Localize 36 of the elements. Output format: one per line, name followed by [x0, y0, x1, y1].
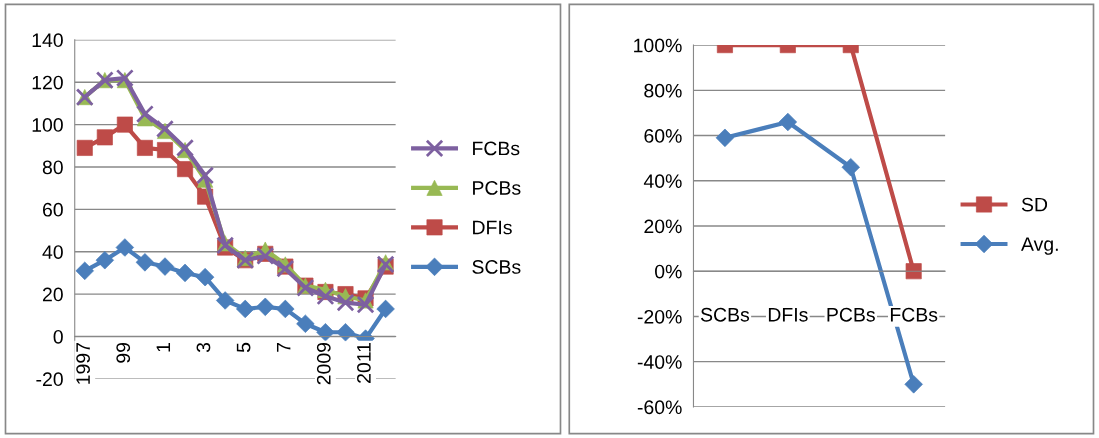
- y-tick-label: -40%: [637, 355, 682, 369]
- x-tick-label: DFIs: [768, 308, 808, 322]
- y-tick-label: 120: [32, 75, 63, 90]
- x-tick-label: PCBs: [827, 307, 875, 322]
- x-tick-label: 99: [116, 342, 131, 363]
- y-tick-label: 60%: [644, 129, 682, 143]
- x-tick-label: 2011: [357, 342, 371, 383]
- x-tick-label: SCBs: [700, 307, 750, 322]
- legend-label: SCBs: [472, 260, 521, 274]
- legend-label: PCBs: [473, 181, 521, 195]
- x-tick-label: 2009: [316, 342, 331, 385]
- y-tick-label: 100: [32, 118, 63, 132]
- y-tick-label: 20: [42, 287, 63, 302]
- x-tick-label: 1: [156, 343, 171, 352]
- y-tick-label: 80: [42, 160, 63, 175]
- legend-label: DFIs: [473, 220, 512, 235]
- y-tick-label: 40%: [643, 174, 682, 189]
- y-tick-label: 20%: [644, 219, 682, 234]
- x-tick-label: 5: [236, 342, 251, 353]
- y-tick-label: -60%: [637, 400, 682, 415]
- legend-label: Avg.: [1021, 237, 1058, 255]
- y-tick-label: 0: [53, 329, 63, 344]
- legend-label: SD: [1021, 197, 1048, 212]
- legend-label: FCBs: [473, 141, 520, 156]
- y-tick-label: 140: [32, 33, 63, 48]
- y-tick-label: 0%: [655, 264, 682, 279]
- y-tick-label: -20: [36, 372, 63, 387]
- x-tick-label: 7: [276, 343, 291, 352]
- x-tick-label: FCBs: [890, 307, 938, 322]
- y-tick-label: -20%: [637, 309, 682, 324]
- y-tick-label: 100%: [634, 38, 682, 53]
- y-tick-label: 60: [42, 202, 63, 217]
- y-tick-label: 80%: [644, 83, 682, 98]
- x-tick-label: 3: [196, 342, 211, 353]
- y-tick-label: 40: [42, 245, 63, 259]
- x-tick-label: 1997: [76, 343, 90, 384]
